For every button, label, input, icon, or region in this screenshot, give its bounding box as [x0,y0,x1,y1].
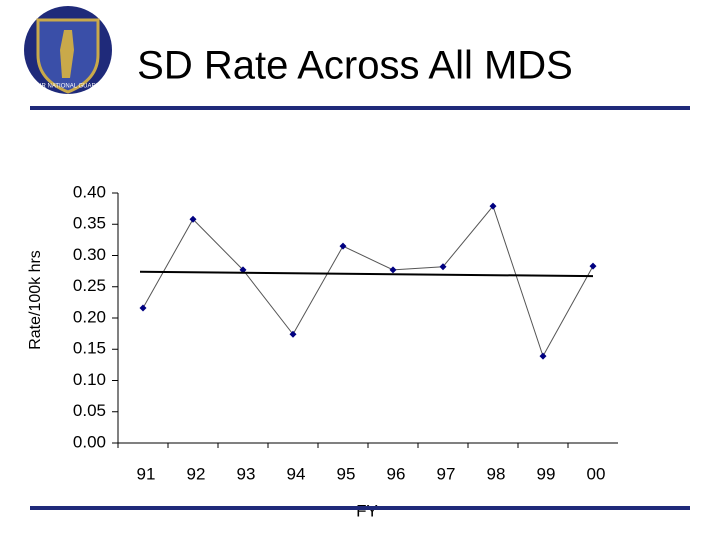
y-tick-label: 0.40 [73,182,106,201]
x-tick-label: 96 [387,464,406,483]
point [539,352,547,360]
trend-line [139,270,594,278]
x-axis-label: FY [356,501,378,520]
y-tick-label: 0.35 [73,214,106,233]
x-tick-label: 97 [437,464,456,483]
x-tick-label: 92 [187,464,206,483]
x-tick-label: 00 [587,464,606,483]
y-axis-label: Rate/100k hrs [27,250,44,350]
point [239,266,247,274]
y-tick-label: 0.05 [73,401,106,420]
logo: AIR NATIONAL GUARD [24,6,112,94]
point [589,262,597,270]
x-tick-label: 98 [487,464,506,483]
chart-title: SD Rate Across All MDS [137,44,573,88]
bottom-rule [30,506,690,510]
y-tick-label: 0.15 [73,339,106,358]
x-tick-label: 93 [237,464,256,483]
logo-figure [60,30,74,78]
y-tick-label: 0.00 [73,432,106,451]
point [139,304,147,312]
point [439,263,447,271]
logo-text: AIR NATIONAL GUARD [36,84,101,90]
x-tick-label: 95 [337,464,356,483]
y-tick-label: 0.30 [73,245,106,264]
series-line [142,205,594,358]
title-rule [30,106,690,110]
y-tick-label: 0.20 [73,307,106,326]
point [489,202,497,210]
point [339,242,347,250]
point [389,266,397,274]
x-tick-label: 99 [537,464,556,483]
y-tick-label: 0.25 [73,276,106,295]
y-tick-label: 0.10 [73,370,106,389]
point [189,215,197,223]
point [289,330,297,338]
x-tick-label: 94 [287,464,306,483]
x-tick-label: 91 [137,464,156,483]
